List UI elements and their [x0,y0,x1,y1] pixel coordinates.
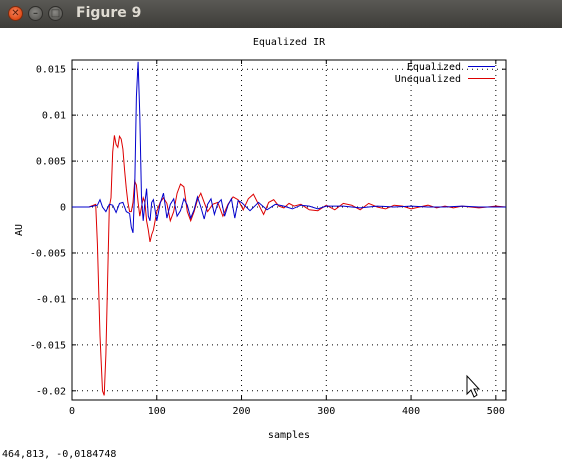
series-line-unequalized [72,134,507,396]
title-bar[interactable]: ✕ – □ Figure 9 [0,0,562,29]
maximize-button[interactable]: □ [48,6,63,21]
x-tick-label: 300 [317,406,335,417]
maximize-icon: □ [50,7,61,19]
grid [72,60,506,400]
series-line-equalized [72,61,506,233]
chart-title: Equalized IR [253,37,326,48]
y-tick-label: -0.01 [36,294,66,305]
y-tick-label: -0.005 [30,248,66,259]
y-tick-label: 0 [60,203,66,214]
close-icon: ✕ [11,7,20,19]
chart-svg[interactable]: Equalized IR 0 100 200 300 400 500 0.015 0.01 0.… [0,28,562,448]
y-tick-label: 0.015 [36,65,66,76]
plot-canvas[interactable]: Equalized IR 0 100 200 300 400 500 0.015 0.01 0.… [0,28,562,448]
window-title: Figure 9 [76,5,142,21]
legend-label: Unequalized [395,74,461,85]
legend-label: Equalized [407,62,461,73]
x-tick-label: 100 [148,406,166,417]
x-tick-label: 200 [233,406,251,417]
series-layer [72,61,507,396]
y-tick-label: -0.015 [30,340,66,351]
y-axis-label: AU [14,224,25,236]
plot-frame [71,59,507,401]
cursor-coordinates: 464,813, -0,0184748 [2,449,117,460]
minimize-icon: – [33,7,38,19]
minimize-button[interactable]: – [28,6,43,21]
x-tick-label: 400 [402,406,420,417]
x-tick-label: 500 [487,406,505,417]
x-axis-label: samples [268,430,310,441]
y-tick-label: 0.01 [42,111,66,122]
x-tick-label: 0 [69,406,75,417]
status-bar: 464,813, -0,0184748 [0,448,562,462]
y-tick-label: 0.005 [36,157,66,168]
y-tick-label: -0.02 [36,386,66,397]
close-button[interactable]: ✕ [8,6,23,21]
mouse-pointer-icon [466,374,481,398]
